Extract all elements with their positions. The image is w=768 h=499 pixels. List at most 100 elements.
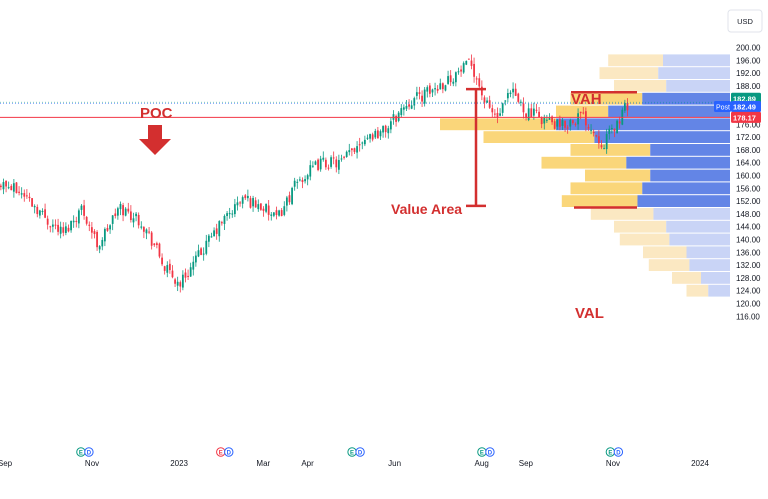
candle-body <box>252 198 254 207</box>
candle-body <box>197 250 200 257</box>
vp-up-bar <box>599 67 659 79</box>
candle-body <box>132 218 135 223</box>
candle-body <box>379 131 382 137</box>
candle-body <box>493 113 496 115</box>
candle-body <box>470 60 473 66</box>
candle-body <box>194 255 197 263</box>
candle-body <box>623 102 626 111</box>
price-label-text: 178.17 <box>733 113 756 122</box>
vp-up-bar <box>590 208 654 220</box>
y-tick-label: 132.00 <box>736 261 761 270</box>
candle-body <box>85 216 88 224</box>
vp-up-bar <box>440 118 556 131</box>
candle-body <box>491 108 494 113</box>
candle-body <box>241 197 244 204</box>
candle-body <box>161 257 163 265</box>
candle-body <box>80 205 83 210</box>
candle-body <box>584 111 587 126</box>
candle-body <box>574 123 577 125</box>
candle-body <box>168 263 171 271</box>
candle-body <box>564 120 566 128</box>
candle-body <box>20 193 23 195</box>
candle-body <box>285 197 288 206</box>
candle-body <box>571 120 574 124</box>
candle-body <box>236 202 239 206</box>
candle-body <box>431 89 434 93</box>
event-marker-letter: D <box>227 451 232 457</box>
event-marker-circle <box>84 447 94 457</box>
candle-body <box>306 175 309 180</box>
candle-body <box>519 101 522 103</box>
candle-body <box>384 125 387 133</box>
candle-body <box>363 139 366 145</box>
currency-badge[interactable] <box>727 9 763 33</box>
vp-down-bar <box>669 233 730 246</box>
event-marker-circle <box>355 447 365 457</box>
candle-body <box>332 157 335 159</box>
candle-body <box>220 222 223 224</box>
candle-body <box>616 120 618 134</box>
vp-down-bar <box>650 169 730 182</box>
candle-body <box>205 240 208 254</box>
candle-body <box>402 107 405 110</box>
y-tick-label: 172.00 <box>736 133 761 142</box>
event-marker-letter: D <box>358 451 363 457</box>
candle-body <box>12 183 15 192</box>
candle-body <box>77 210 80 224</box>
candle-body <box>36 206 39 215</box>
y-tick-label: 192.00 <box>736 69 761 78</box>
candle-body <box>608 128 611 134</box>
candle-body <box>231 213 234 215</box>
event-marker-letter: D <box>616 451 621 457</box>
candle-body <box>171 270 174 278</box>
candle-body <box>101 239 104 247</box>
candle-body <box>298 179 301 181</box>
candle-body <box>44 209 46 218</box>
candle-body <box>213 230 215 237</box>
candle-body <box>116 208 119 216</box>
x-tick-label: Apr <box>301 459 314 468</box>
candle-body <box>538 111 540 118</box>
candle-body <box>7 187 10 189</box>
vp-up-bar <box>570 182 643 195</box>
candle-body <box>605 134 608 150</box>
candle-body <box>28 196 31 199</box>
vp-down-bar <box>658 67 730 79</box>
vp-down-bar <box>626 156 730 169</box>
candle-body <box>38 210 41 216</box>
candle-body <box>296 181 299 183</box>
candle-body <box>301 179 304 183</box>
candle-body <box>129 211 132 221</box>
vp-up-bar <box>541 156 627 169</box>
candle-body <box>488 100 491 108</box>
candle-body <box>249 198 252 208</box>
price-label-text: 182.49 <box>733 103 756 112</box>
candle-body <box>434 88 436 90</box>
candle-body <box>444 85 447 91</box>
x-tick-label: Nov <box>606 459 620 468</box>
candle-body <box>423 89 426 104</box>
candle-body <box>158 243 161 257</box>
candle-body <box>348 150 351 153</box>
candle-body <box>0 185 2 188</box>
candle-body <box>275 210 278 216</box>
candle-body <box>340 158 343 160</box>
candle-body <box>319 158 322 170</box>
candle-body <box>501 103 504 113</box>
event-marker-letter: D <box>488 451 493 457</box>
candle-body <box>535 109 538 111</box>
candle-body <box>475 78 478 80</box>
candle-body <box>179 282 182 287</box>
candle-body <box>345 151 348 157</box>
currency-label: USD <box>737 17 753 26</box>
event-marker-circle <box>485 447 495 457</box>
candle-body <box>397 112 400 121</box>
candle-body <box>70 220 72 231</box>
candle-body <box>610 127 613 129</box>
candle-body <box>525 113 527 118</box>
candle-body <box>421 95 423 102</box>
vp-down-bar <box>708 284 730 297</box>
candle-body <box>405 105 408 109</box>
event-marker-letter: E <box>608 451 612 457</box>
candle-body <box>228 213 231 215</box>
